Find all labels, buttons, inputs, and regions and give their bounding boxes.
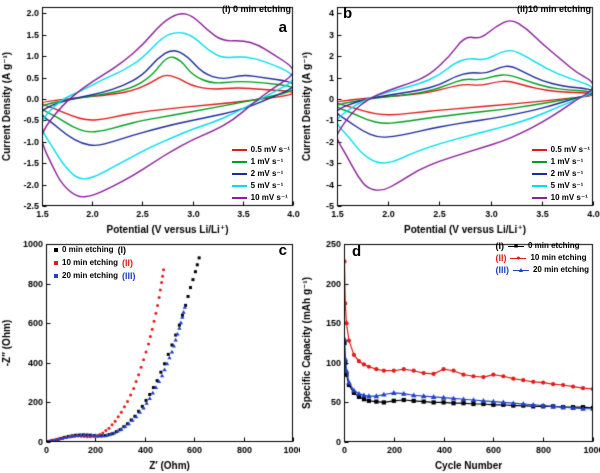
legend-label: 0 min etching bbox=[527, 241, 580, 250]
series-line-swatch bbox=[231, 161, 247, 163]
panel-c-letter: c bbox=[278, 242, 287, 259]
legend-item: 0.5 mV s⁻¹ bbox=[231, 145, 290, 155]
series-marker-swatch: ● bbox=[510, 253, 527, 263]
legend-item: 1 mV s⁻¹ bbox=[531, 157, 590, 167]
panel-d: d (I) ■ 0 min etching (II) ● 10 min etching … bbox=[300, 237, 600, 473]
roman-numeral: (II) bbox=[495, 253, 507, 263]
legend-item: 2 mV s⁻¹ bbox=[531, 169, 590, 179]
legend-label: 5 mV s⁻¹ bbox=[250, 181, 284, 190]
legend-item: 1 mV s⁻¹ bbox=[231, 157, 290, 167]
roman-numeral: (III) bbox=[495, 265, 509, 275]
series-line-swatch bbox=[531, 161, 547, 163]
series-marker-swatch: ■ bbox=[507, 241, 524, 251]
series-line-swatch bbox=[531, 149, 547, 151]
panel-d-letter: d bbox=[352, 243, 362, 260]
series-line-swatch bbox=[531, 185, 547, 187]
panel-c: c 0 min etching (I) 10 min etching (II) 20… bbox=[0, 237, 300, 473]
roman-numeral: (I) bbox=[117, 245, 127, 255]
cv-plot-canvas-a bbox=[0, 0, 300, 237]
nyquist-plot-canvas-c bbox=[0, 237, 300, 473]
legend-item: (II) ● 10 min etching bbox=[495, 253, 589, 263]
legend-label: 5 mV s⁻¹ bbox=[550, 181, 584, 190]
series-line-swatch bbox=[231, 149, 247, 151]
legend-label: 1 mV s⁻¹ bbox=[550, 157, 584, 166]
legend-item: 2 mV s⁻¹ bbox=[231, 169, 290, 179]
panel-c-legend: 0 min etching (I) 10 min etching (II) 20 m… bbox=[54, 245, 136, 281]
series-line-swatch bbox=[531, 197, 547, 199]
legend-label: 0.5 mV s⁻¹ bbox=[550, 145, 590, 154]
series-marker-swatch bbox=[54, 274, 58, 278]
panel-b-legend: 0.5 mV s⁻¹ 1 mV s⁻¹ 2 mV s⁻¹ 5 mV s⁻¹ 10… bbox=[531, 145, 590, 203]
legend-item: 20 min etching (III) bbox=[54, 271, 136, 281]
series-line-swatch bbox=[231, 197, 247, 199]
legend-item: 10 mV s⁻¹ bbox=[231, 193, 290, 203]
legend-label: 1 mV s⁻¹ bbox=[250, 157, 284, 166]
panel-a-title: (I) 0 min etching bbox=[221, 4, 291, 14]
legend-label: 10 min etching bbox=[62, 258, 119, 267]
roman-numeral: (II) bbox=[122, 258, 134, 268]
legend-item: 5 mV s⁻¹ bbox=[531, 181, 590, 191]
panel-a-legend: 0.5 mV s⁻¹ 1 mV s⁻¹ 2 mV s⁻¹ 5 mV s⁻¹ 10… bbox=[231, 145, 290, 203]
legend-label: 2 mV s⁻¹ bbox=[250, 169, 284, 178]
legend-label: 20 min etching bbox=[62, 271, 119, 280]
legend-item: (I) ■ 0 min etching bbox=[495, 241, 589, 251]
legend-item: 0.5 mV s⁻¹ bbox=[531, 145, 590, 155]
roman-numeral: (III) bbox=[122, 271, 136, 281]
legend-item: 10 mV s⁻¹ bbox=[531, 193, 590, 203]
legend-label: 10 mV s⁻¹ bbox=[550, 193, 588, 202]
cycling-plot-canvas-d bbox=[300, 237, 600, 473]
legend-label: 0.5 mV s⁻¹ bbox=[250, 145, 290, 154]
panel-b-letter: b bbox=[343, 5, 353, 22]
series-marker-swatch bbox=[54, 248, 58, 252]
legend-item: (III) ▲ 20 min etching bbox=[495, 265, 589, 275]
panel-b: (II)10 min etching b 0.5 mV s⁻¹ 1 mV s⁻¹… bbox=[300, 0, 600, 237]
series-marker-swatch: ▲ bbox=[512, 265, 529, 275]
legend-item: 10 min etching (II) bbox=[54, 258, 136, 268]
legend-label: 10 min etching bbox=[530, 253, 587, 262]
legend-item: 5 mV s⁻¹ bbox=[231, 181, 290, 191]
roman-numeral: (I) bbox=[495, 241, 504, 251]
legend-item: 0 min etching (I) bbox=[54, 245, 136, 255]
panel-a: (I) 0 min etching a 0.5 mV s⁻¹ 1 mV s⁻¹ … bbox=[0, 0, 300, 237]
series-line-swatch bbox=[531, 173, 547, 175]
panel-a-letter: a bbox=[278, 19, 287, 36]
series-marker-swatch bbox=[54, 261, 58, 265]
legend-label: 2 mV s⁻¹ bbox=[550, 169, 584, 178]
series-line-swatch bbox=[231, 173, 247, 175]
legend-label: 20 min etching bbox=[532, 265, 589, 274]
series-line-swatch bbox=[231, 185, 247, 187]
legend-label: 10 mV s⁻¹ bbox=[250, 193, 288, 202]
cv-plot-canvas-b bbox=[300, 0, 600, 237]
panel-b-title: (II)10 min etching bbox=[516, 4, 591, 14]
panel-d-legend: (I) ■ 0 min etching (II) ● 10 min etching (I… bbox=[495, 241, 589, 275]
legend-label: 0 min etching bbox=[62, 245, 114, 254]
